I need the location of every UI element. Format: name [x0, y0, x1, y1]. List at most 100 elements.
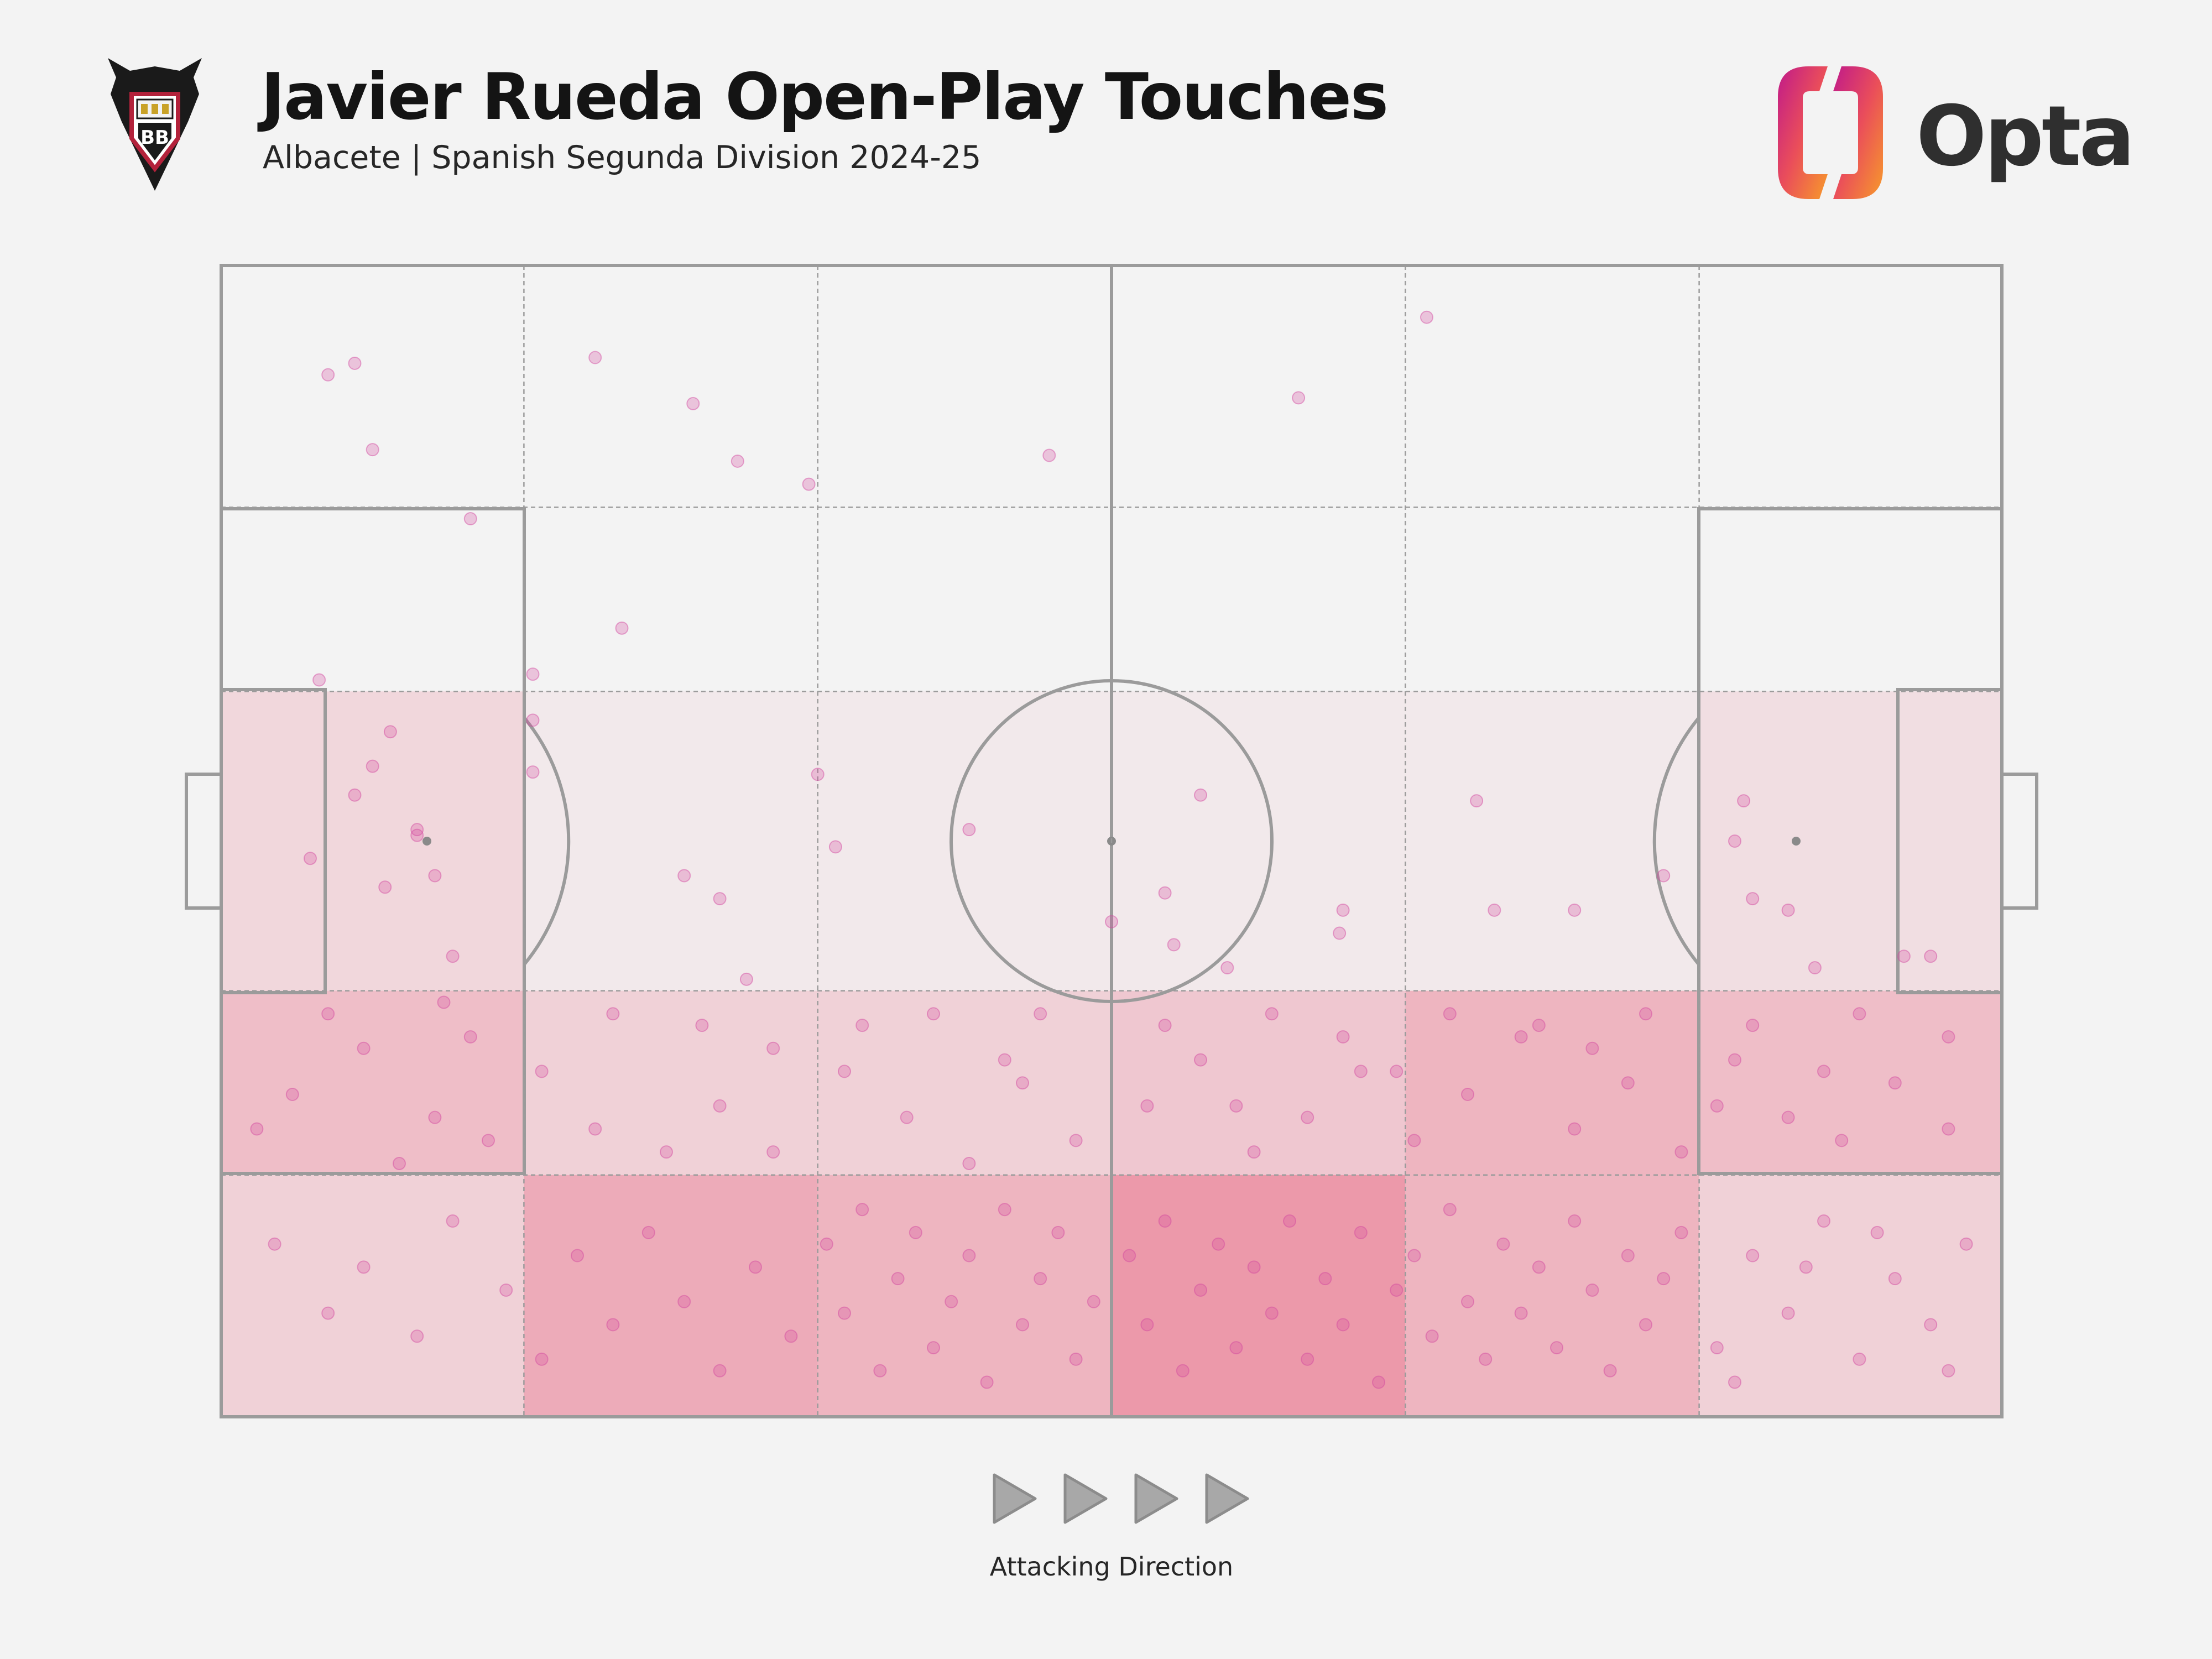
- touch-point: [1158, 1214, 1172, 1228]
- touch-point: [1817, 1065, 1830, 1078]
- left-penalty-spot: [422, 837, 431, 846]
- svg-text:BB: BB: [140, 127, 169, 149]
- touch-point: [366, 443, 379, 457]
- heat-zone: [817, 1175, 1112, 1417]
- touch-point: [1336, 903, 1350, 917]
- touch-point: [1194, 788, 1207, 802]
- touch-point: [802, 477, 816, 491]
- touch-point: [348, 356, 362, 370]
- touch-point: [321, 368, 335, 382]
- touch-point: [1942, 1122, 1955, 1136]
- touch-point: [1194, 1283, 1207, 1297]
- touch-point: [1799, 1260, 1813, 1274]
- opta-logo: Opta: [1775, 64, 2135, 202]
- touch-point: [1158, 1019, 1172, 1032]
- touch-point: [820, 1237, 833, 1251]
- touch-point: [393, 1156, 406, 1170]
- heat-zone: [817, 691, 1112, 991]
- touch-point: [998, 1053, 1011, 1067]
- touch-point: [1657, 1272, 1671, 1286]
- touch-point: [428, 1110, 442, 1124]
- touch-point: [1042, 448, 1056, 462]
- touch-point: [1229, 1341, 1243, 1355]
- touch-point: [526, 765, 540, 779]
- touch-point: [713, 892, 727, 906]
- touch-point: [1016, 1318, 1029, 1332]
- touch-point: [410, 823, 424, 837]
- touch-point: [1496, 1237, 1510, 1251]
- heat-zone: [1405, 990, 1699, 1175]
- touch-point: [1639, 1318, 1652, 1332]
- right-penalty-spot: [1792, 837, 1801, 846]
- touch-point: [1140, 1318, 1154, 1332]
- touch-point: [250, 1122, 264, 1136]
- heat-zone: [221, 691, 524, 991]
- touch-point: [357, 1260, 371, 1274]
- touch-point: [1924, 950, 1938, 963]
- touch-point: [1265, 1007, 1279, 1021]
- touch-point: [1034, 1007, 1047, 1021]
- opta-logo-icon: [1778, 66, 1883, 199]
- touch-point: [1674, 1145, 1688, 1159]
- touch-point: [463, 1030, 477, 1044]
- touch-point: [686, 397, 700, 410]
- play-arrow-icon: [993, 1473, 1037, 1524]
- touch-point: [1514, 1306, 1528, 1320]
- touch-point: [1737, 794, 1751, 808]
- play-arrow-icon: [1205, 1473, 1249, 1524]
- touch-point: [909, 1225, 922, 1239]
- touch-point: [1105, 915, 1118, 928]
- touch-point: [1318, 1272, 1332, 1286]
- touch-point: [428, 869, 442, 883]
- touch-points: [250, 310, 1973, 1389]
- touch-point: [1390, 1065, 1404, 1078]
- touch-point: [1194, 1053, 1207, 1067]
- touch-point: [1443, 1203, 1457, 1217]
- heat-zone: [524, 691, 818, 991]
- touch-point: [1470, 794, 1484, 808]
- touch-point: [1087, 1295, 1100, 1308]
- touch-point: [1407, 1249, 1421, 1262]
- touch-point: [321, 1007, 335, 1021]
- touch-point: [285, 1088, 299, 1102]
- touch-point: [312, 673, 326, 687]
- heat-zone: [1112, 990, 1406, 1175]
- touch-point: [1247, 1260, 1261, 1274]
- touch-point: [731, 454, 744, 468]
- touch-point: [838, 1306, 851, 1320]
- touch-point: [1247, 1145, 1261, 1159]
- touch-point: [1123, 1249, 1136, 1262]
- zone-grid: [221, 265, 2002, 1417]
- touch-point: [1924, 1318, 1938, 1332]
- touch-point: [1897, 950, 1911, 963]
- touch-point: [1532, 1260, 1546, 1274]
- touch-point: [1292, 391, 1306, 405]
- touch-point: [1051, 1225, 1065, 1239]
- touch-point: [1354, 1065, 1368, 1078]
- touch-point: [1407, 1134, 1421, 1147]
- touch-point: [1301, 1110, 1314, 1124]
- heat-zone: [1699, 1175, 2002, 1417]
- touch-point: [383, 725, 397, 739]
- touch-point: [1942, 1364, 1955, 1378]
- touch-point: [1532, 1019, 1546, 1032]
- touch-point: [1488, 903, 1501, 917]
- touch-point: [838, 1065, 851, 1078]
- touch-point: [1372, 1375, 1385, 1389]
- touch-point: [366, 759, 379, 773]
- heat-zone: [1112, 1175, 1406, 1417]
- touch-point: [1265, 1306, 1279, 1320]
- touch-point: [1016, 1076, 1029, 1090]
- touch-point: [1621, 1076, 1635, 1090]
- touch-point: [1870, 1225, 1884, 1239]
- touch-point: [677, 1295, 691, 1308]
- touch-point: [766, 1041, 780, 1055]
- touch-point: [482, 1134, 495, 1147]
- touch-point: [1176, 1364, 1190, 1378]
- heat-zones: [221, 691, 2002, 1417]
- touch-point: [526, 667, 540, 681]
- touch-point: [1167, 938, 1181, 952]
- touch-point: [410, 1329, 424, 1343]
- touch-point: [446, 950, 460, 963]
